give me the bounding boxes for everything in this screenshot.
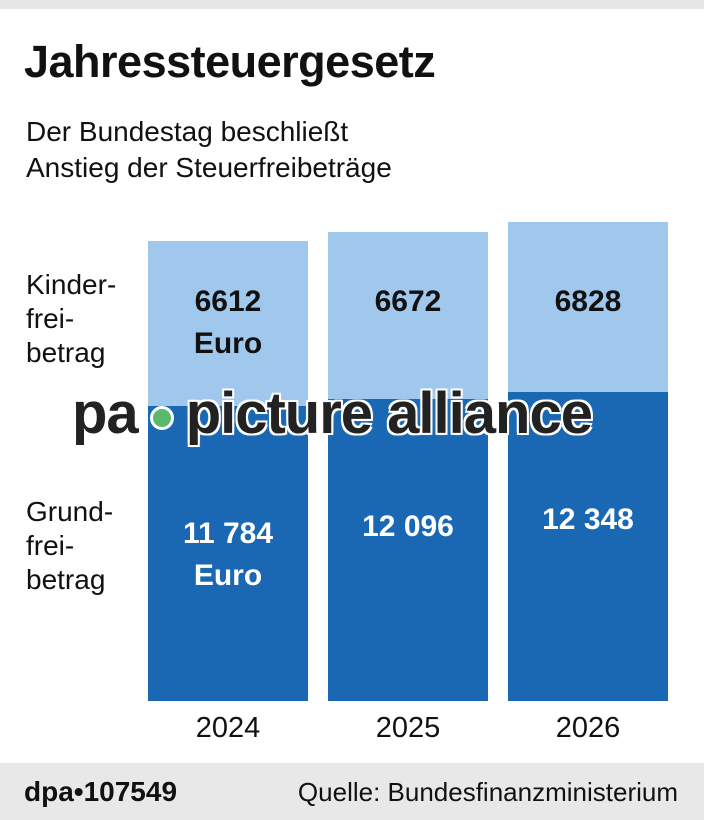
- row-label-line: frei-: [26, 530, 75, 561]
- row-label-line: Kinder-: [26, 269, 117, 300]
- source-note: Quelle: Bundesfinanzministerium: [297, 777, 678, 807]
- row-label-line: Grund-: [26, 496, 114, 527]
- subtitle-line: Anstieg der Steuerfreibeträge: [26, 152, 392, 183]
- data-label: 11 784 Euro: [182, 517, 274, 593]
- bar-kinderfreibetrag-2024: 6612 Euro: [148, 241, 308, 407]
- bar-grundfreibetrag-2024: 11 784 Euro: [148, 406, 308, 701]
- subtitle-line: Der Bundestag beschließt: [26, 116, 349, 147]
- bar-grundfreibetrag-2025: 12 096: [328, 398, 488, 701]
- dpa-id: dpa•107549: [24, 776, 178, 807]
- data-label: 6672: [374, 284, 442, 318]
- x-tick-label: 2025: [375, 712, 441, 744]
- data-label: 12 096: [362, 509, 454, 543]
- bar-kinderfreibetrag-2025: 6672: [328, 231, 488, 399]
- row-label-line: frei-: [26, 303, 75, 334]
- row-label-grundfreibetrag: Grund- frei- betrag: [26, 495, 113, 597]
- bar-kinderfreibetrag-2026: 6828: [508, 221, 668, 393]
- data-label: 12 348: [542, 503, 634, 537]
- data-label: 6612 Euro: [193, 284, 263, 360]
- data-label: 6828: [554, 284, 622, 318]
- chart-subtitle: Der Bundestag beschließt Anstieg der Ste…: [26, 114, 392, 186]
- x-tick-label: 2024: [195, 712, 261, 744]
- bar-grundfreibetrag-2026: 12 348: [508, 392, 668, 701]
- row-label-line: betrag: [26, 337, 106, 368]
- top-strip: [0, 0, 704, 9]
- row-label-kinderfreibetrag: Kinder- frei- betrag: [26, 268, 116, 370]
- footer: dpa•107549 Quelle: Bundesfinanzministeri…: [0, 763, 704, 820]
- row-label-line: betrag: [26, 564, 106, 595]
- chart-title: Jahressteuergesetz: [24, 36, 436, 87]
- x-tick-label: 2026: [555, 712, 621, 744]
